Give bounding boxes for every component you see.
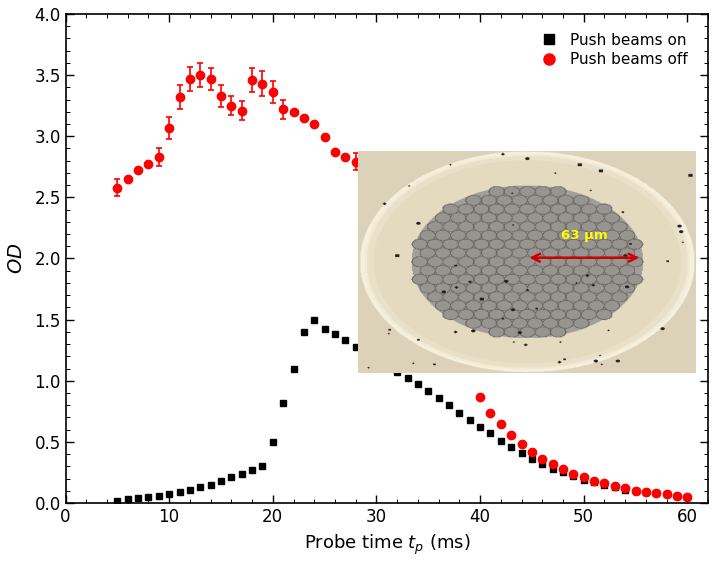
Y-axis label: $\mathit{OD}$: $\mathit{OD}$ [7, 243, 26, 274]
Legend: Push beams on, Push beams off: Push beams on, Push beams off [528, 27, 694, 73]
X-axis label: Probe time $t_p$ (ms): Probe time $t_p$ (ms) [303, 533, 470, 557]
